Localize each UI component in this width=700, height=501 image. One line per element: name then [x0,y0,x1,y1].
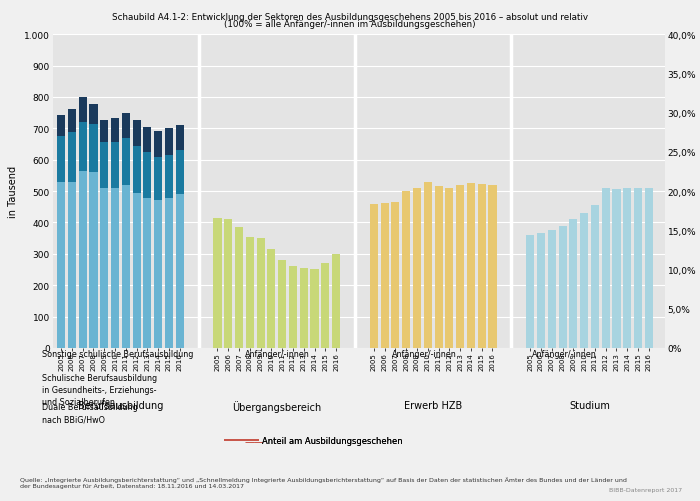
Bar [311,270,318,348]
Text: Anfänger/-innen: Anfänger/-innen [532,349,596,358]
Bar [235,227,243,348]
Bar [526,235,534,348]
Text: Übergangsbereich: Übergangsbereich [232,400,321,412]
Text: ——: —— [245,436,265,446]
Bar [111,188,119,348]
Bar [569,220,577,348]
Bar [370,204,378,348]
Bar [246,237,254,348]
Bar [257,238,265,348]
Bar [132,121,141,146]
Bar [144,153,151,198]
Bar [154,201,162,348]
Bar [176,151,184,195]
Bar [154,132,162,157]
Text: Studium: Studium [569,400,610,410]
Text: Duale Berufsausbildung
nach BBiG/HwO: Duale Berufsausbildung nach BBiG/HwO [42,402,138,423]
Bar [267,249,275,348]
Bar [391,202,400,348]
Text: Sonstige schulische Berufsausbildung: Sonstige schulische Berufsausbildung [42,349,193,358]
Bar [68,182,76,348]
Bar [435,187,442,348]
Y-axis label: in Tausend: in Tausend [8,166,18,217]
Bar [132,146,141,193]
Bar [612,190,620,348]
Text: Erwerb HZB: Erwerb HZB [404,400,462,410]
Text: Anteil am Ausbildungsgeschehen: Anteil am Ausbildungsgeschehen [262,436,403,445]
Bar [100,188,108,348]
Text: BIBB-Datenreport 2017: BIBB-Datenreport 2017 [610,487,682,492]
Bar [381,203,388,348]
Bar [278,261,286,348]
Bar [90,105,97,124]
Bar [144,128,151,153]
Bar [122,185,130,348]
Bar [634,188,642,348]
Bar [165,198,173,348]
Bar [68,110,76,133]
Bar [165,155,173,198]
Bar [90,124,97,173]
Text: Schaubild A4.1-2: Entwicklung der Sektoren des Ausbildungsgeschehens 2005 bis 20: Schaubild A4.1-2: Entwicklung der Sektor… [112,13,588,22]
Bar [477,185,486,348]
Bar [90,173,97,348]
Bar [57,182,65,348]
Bar [537,234,545,348]
Bar [122,138,130,185]
Bar [122,113,130,138]
Bar [332,255,340,348]
Bar [413,188,421,348]
Bar [57,116,65,137]
Bar [100,143,108,188]
Bar [321,264,330,348]
Bar [111,143,119,188]
Bar [445,188,454,348]
Text: Quelle: „Integrierte Ausbildungsberichterstattung“ und „Schnellmeldung Integrier: Quelle: „Integrierte Ausbildungsberichte… [20,476,626,488]
Bar [601,188,610,348]
Bar [591,206,599,348]
Bar [78,171,87,348]
Bar [623,188,631,348]
Text: Berufsausbildung: Berufsausbildung [78,400,163,410]
Bar [68,133,76,182]
Bar [300,269,308,348]
Bar [489,185,496,348]
Bar [467,184,475,348]
Text: Anfänger/-innen: Anfänger/-innen [245,349,309,358]
Text: Anteil am Ausbildungsgeschehen: Anteil am Ausbildungsgeschehen [262,436,403,445]
Bar [456,185,464,348]
Bar [132,193,141,348]
Bar [559,226,566,348]
Bar [100,121,108,143]
Bar [224,220,232,348]
Bar [78,98,87,123]
Bar [402,191,410,348]
Text: Anfänger/-innen: Anfänger/-innen [392,349,457,358]
Text: (100% = alle Anfänger/-innen im Ausbildungsgeschehen): (100% = alle Anfänger/-innen im Ausbildu… [224,20,476,29]
Bar [111,119,119,143]
Bar [78,123,87,171]
Bar [165,129,173,155]
Bar [57,137,65,182]
Bar [547,231,556,348]
Bar [176,195,184,348]
Bar [154,157,162,201]
Bar [424,182,432,348]
Bar [289,267,297,348]
Bar [144,198,151,348]
Bar [176,126,184,151]
Bar [580,213,588,348]
Bar [214,218,221,348]
Bar [645,188,653,348]
Text: Schulische Berufsausbildung
in Gesundheits-, Erziehungs-
und Sozialberufen: Schulische Berufsausbildung in Gesundhei… [42,374,157,406]
